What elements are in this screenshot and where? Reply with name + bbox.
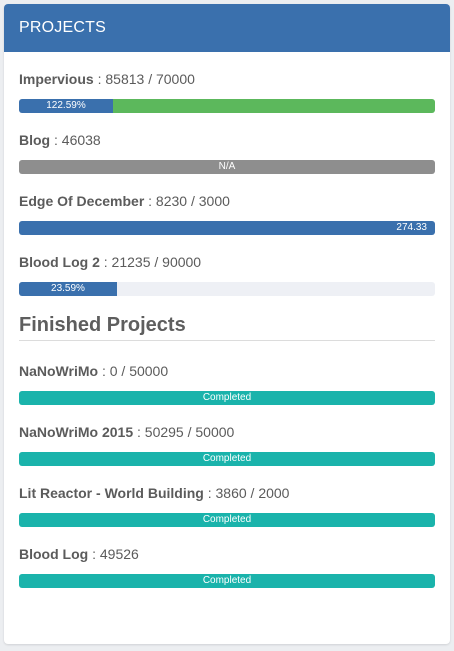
project-stats: : 3860 / 2000 bbox=[203, 485, 290, 501]
project-line: Impervious : 85813 / 70000 bbox=[19, 69, 435, 89]
project-item[interactable]: Edge Of December : 8230 / 3000 274.33 bbox=[19, 191, 435, 235]
project-stats: : 0 / 50000 bbox=[98, 363, 169, 379]
project-name: Blood Log 2 bbox=[19, 254, 100, 270]
progress-bar: 274.33 bbox=[19, 221, 435, 235]
project-stats: : 85813 / 70000 bbox=[93, 71, 195, 87]
project-item[interactable]: Impervious : 85813 / 70000 122.59% bbox=[19, 69, 435, 113]
project-stats: : 50295 / 50000 bbox=[133, 424, 235, 440]
progress-bar: N/A bbox=[19, 160, 435, 174]
finished-project-item[interactable]: NaNoWriMo : 0 / 50000 Completed bbox=[19, 361, 435, 405]
progress-overflow bbox=[113, 99, 435, 113]
project-name: Blood Log bbox=[19, 546, 89, 562]
project-name: Impervious bbox=[19, 71, 94, 87]
project-name: Blog bbox=[19, 132, 51, 148]
progress-bar: Completed bbox=[19, 513, 435, 527]
project-name: Lit Reactor - World Building bbox=[19, 485, 204, 501]
project-line: Blood Log 2 : 21235 / 90000 bbox=[19, 252, 435, 272]
progress-bar: Completed bbox=[19, 391, 435, 405]
progress-bar: Completed bbox=[19, 574, 435, 588]
progress-bar: Completed bbox=[19, 452, 435, 466]
project-stats: : 46038 bbox=[50, 132, 101, 148]
progress-bar: 23.59% bbox=[19, 282, 435, 296]
finished-project-item[interactable]: NaNoWriMo 2015 : 50295 / 50000 Completed bbox=[19, 422, 435, 466]
project-name: Edge Of December bbox=[19, 193, 145, 209]
finished-project-item[interactable]: Lit Reactor - World Building : 3860 / 20… bbox=[19, 483, 435, 527]
project-line: NaNoWriMo : 0 / 50000 bbox=[19, 361, 435, 381]
project-line: Edge Of December : 8230 / 3000 bbox=[19, 191, 435, 211]
progress-label: N/A bbox=[218, 161, 236, 172]
progress-label: 23.59% bbox=[51, 283, 85, 294]
progress-label: Completed bbox=[202, 514, 252, 525]
projects-panel: PROJECTS Impervious : 85813 / 70000 122.… bbox=[4, 4, 450, 644]
project-item[interactable]: Blood Log 2 : 21235 / 90000 23.59% bbox=[19, 252, 435, 296]
project-name: NaNoWriMo 2015 bbox=[19, 424, 134, 440]
progress-label: 274.33 bbox=[396, 222, 427, 233]
progress-label: Completed bbox=[202, 453, 252, 464]
progress-label: Completed bbox=[202, 392, 252, 403]
project-line: Lit Reactor - World Building : 3860 / 20… bbox=[19, 483, 435, 503]
progress-bar: 122.59% bbox=[19, 99, 435, 113]
panel-body: Impervious : 85813 / 70000 122.59% Blog … bbox=[4, 69, 450, 588]
finished-projects-heading: Finished Projects bbox=[19, 314, 435, 341]
finished-project-item[interactable]: Blood Log : 49526 Completed bbox=[19, 544, 435, 588]
project-stats: : 8230 / 3000 bbox=[144, 193, 230, 209]
project-stats: : 49526 bbox=[88, 546, 139, 562]
project-line: Blog : 46038 bbox=[19, 130, 435, 150]
project-line: Blood Log : 49526 bbox=[19, 544, 435, 564]
progress-fill: 23.59% bbox=[19, 282, 117, 296]
project-line: NaNoWriMo 2015 : 50295 / 50000 bbox=[19, 422, 435, 442]
progress-label: Completed bbox=[202, 575, 252, 586]
progress-label: 122.59% bbox=[46, 100, 86, 111]
progress-fill: 122.59% bbox=[19, 99, 113, 113]
project-item[interactable]: Blog : 46038 N/A bbox=[19, 130, 435, 174]
project-name: NaNoWriMo bbox=[19, 363, 99, 379]
project-stats: : 21235 / 90000 bbox=[99, 254, 202, 270]
panel-title: PROJECTS bbox=[4, 4, 450, 52]
